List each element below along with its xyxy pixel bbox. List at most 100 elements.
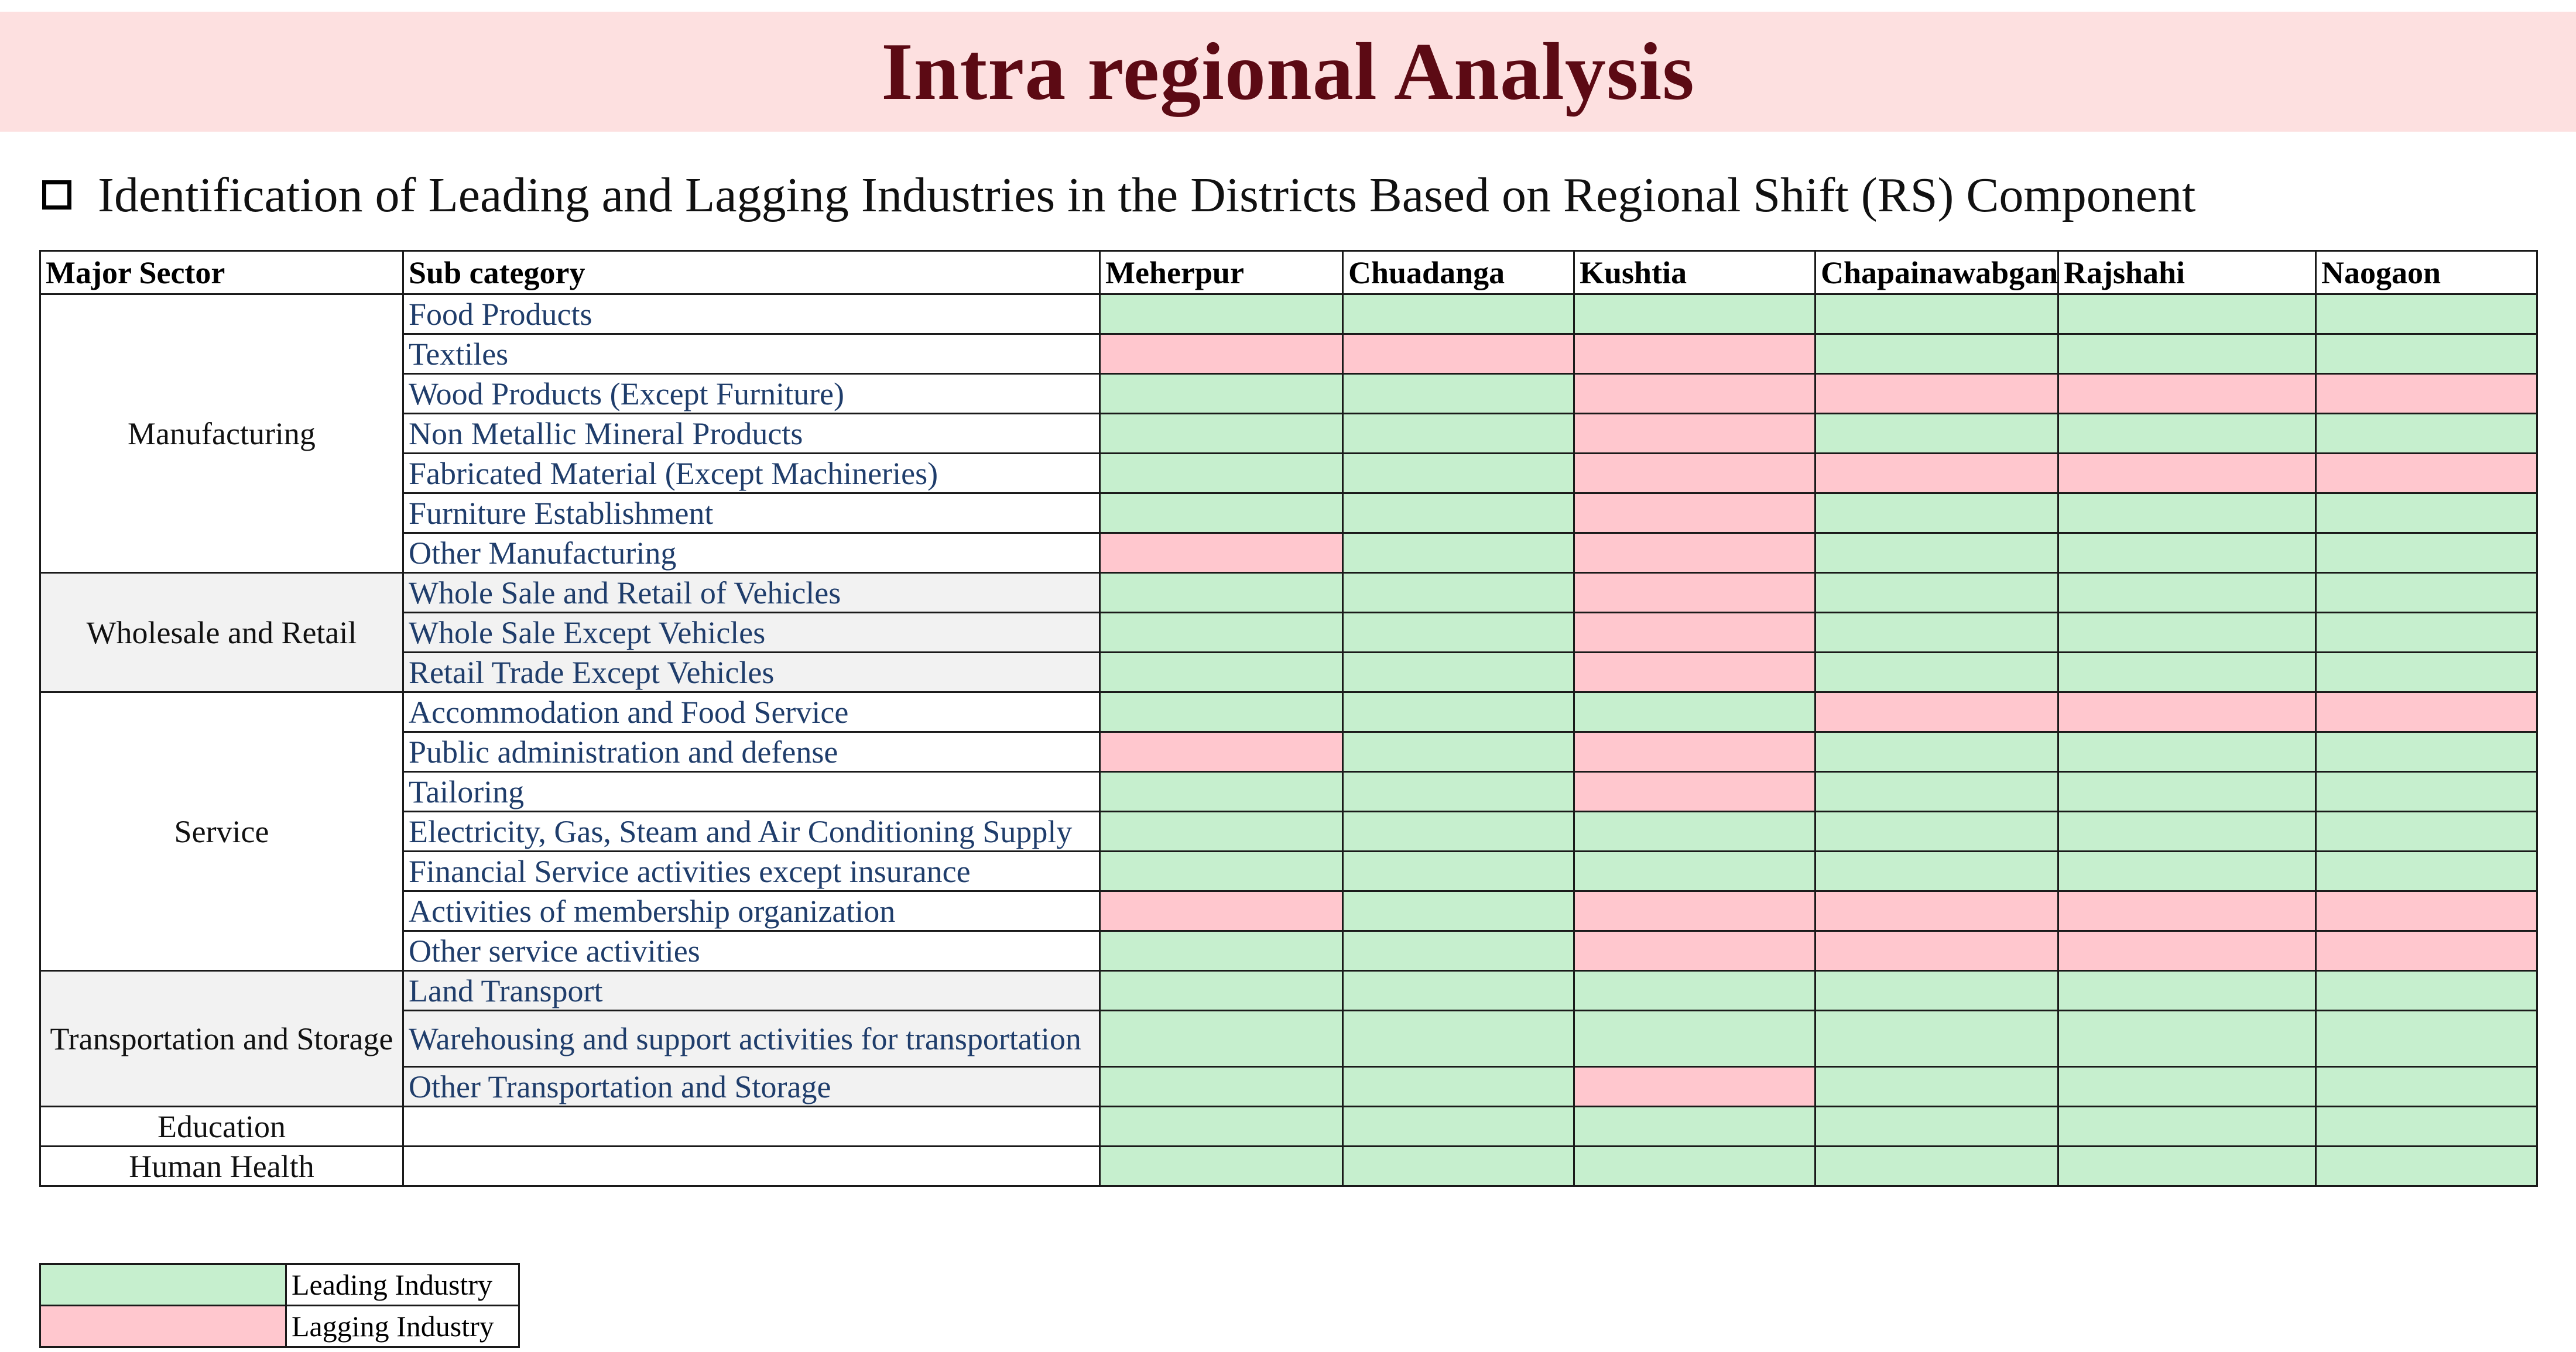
leading-status-cell xyxy=(2315,970,2538,1011)
header-row: Major Sector Sub category Meherpur Chuad… xyxy=(39,250,2538,295)
leading-status-cell xyxy=(1342,930,1575,972)
leading-status-cell xyxy=(1099,651,1344,693)
leading-status-cell xyxy=(2057,1066,2317,1107)
leading-status-cell xyxy=(1099,1106,1344,1147)
lagging-status-cell xyxy=(1573,1066,1816,1107)
leading-status-cell xyxy=(2315,1145,2538,1187)
leading-status-cell xyxy=(1099,612,1344,653)
leading-status-cell xyxy=(1342,731,1575,773)
leading-status-cell xyxy=(1342,373,1575,414)
leading-status-cell xyxy=(2057,572,2317,613)
legend: Leading Industry Lagging Industry xyxy=(39,1263,520,1348)
leading-status-cell xyxy=(1099,373,1344,414)
leading-status-cell xyxy=(1099,452,1344,494)
leading-status-cell xyxy=(2315,771,2538,812)
sub-category-cell xyxy=(402,1106,1101,1147)
leading-status-cell xyxy=(2315,492,2538,534)
sub-category-cell: Retail Trade Except Vehicles xyxy=(402,651,1101,693)
lagging-status-cell xyxy=(1573,731,1816,773)
leading-status-cell xyxy=(1814,731,2059,773)
leading-status-cell xyxy=(2315,811,2538,852)
leading-status-cell xyxy=(1099,1145,1344,1187)
sub-category-cell: Public administration and defense xyxy=(402,731,1101,773)
rs-component-table: Major Sector Sub category Meherpur Chuad… xyxy=(39,250,2538,1187)
table-row: Other Transportation and Storage xyxy=(40,1066,2538,1107)
leading-status-cell xyxy=(1342,1106,1575,1147)
leading-status-cell xyxy=(1814,771,2059,812)
lagging-status-cell xyxy=(1099,532,1344,574)
leading-status-cell xyxy=(2057,1106,2317,1147)
leading-status-cell xyxy=(1573,1010,1816,1068)
sub-category-cell: Land Transport xyxy=(402,970,1101,1011)
leading-status-cell xyxy=(1342,1066,1575,1107)
lagging-status-cell xyxy=(1573,771,1816,812)
leading-status-cell xyxy=(2057,771,2317,812)
table-row: Manufacturing Food Products xyxy=(39,293,2538,574)
leading-status-cell xyxy=(1342,452,1575,494)
leading-status-cell xyxy=(2315,293,2538,335)
leading-status-cell xyxy=(2057,970,2317,1011)
leading-status-cell xyxy=(1342,1010,1575,1068)
sub-category-cell: Tailoring xyxy=(402,771,1101,812)
table-row: Financial Service activities except insu… xyxy=(40,850,2538,892)
leading-status-cell xyxy=(2057,532,2317,574)
lagging-status-cell xyxy=(1573,452,1816,494)
lagging-status-cell xyxy=(1573,651,1816,693)
table-row: Furniture Establishment xyxy=(40,492,2538,534)
sub-category-cell: Food Products xyxy=(402,293,1101,335)
major-sector-cell: Education xyxy=(39,1106,404,1147)
lagging-status-cell xyxy=(2315,452,2538,494)
leading-status-cell xyxy=(1814,1145,2059,1187)
leading-status-cell xyxy=(2057,333,2317,375)
table-row: Electricity, Gas, Steam and Air Conditio… xyxy=(40,811,2538,852)
legend-item: Lagging Industry xyxy=(39,1305,520,1348)
lagging-status-cell xyxy=(1814,373,2059,414)
leading-status-cell xyxy=(2057,293,2317,335)
leading-status-cell xyxy=(1342,1145,1575,1187)
sub-category-cell: Accommodation and Food Service xyxy=(402,691,1101,733)
leading-status-cell xyxy=(2057,413,2317,454)
lagging-status-cell xyxy=(1573,532,1816,574)
legend-label-lagging: Lagging Industry xyxy=(285,1305,520,1348)
sub-category-cell: Non Metallic Mineral Products xyxy=(402,413,1101,454)
leading-status-cell xyxy=(1814,651,2059,693)
leading-status-cell xyxy=(1342,612,1575,653)
lagging-status-cell xyxy=(1573,572,1816,613)
leading-status-cell xyxy=(2057,492,2317,534)
leading-status-cell xyxy=(1814,532,2059,574)
table-row: Transportation and Storage Land Transport xyxy=(39,970,2538,1107)
leading-status-cell xyxy=(2315,1106,2538,1147)
header-major-sector: Major Sector xyxy=(39,250,404,295)
leading-status-cell xyxy=(2315,651,2538,693)
lagging-status-cell xyxy=(2057,691,2317,733)
leading-status-cell xyxy=(1342,492,1575,534)
table-row: Service Accommodation and Food Service xyxy=(39,691,2538,972)
table-row: Warehousing and support activities for t… xyxy=(40,1010,2538,1068)
lagging-status-cell xyxy=(2315,691,2538,733)
table-row: Retail Trade Except Vehicles xyxy=(40,651,2538,693)
table-row: Non Metallic Mineral Products xyxy=(40,413,2538,454)
lagging-status-cell xyxy=(1573,930,1816,972)
leading-status-cell xyxy=(1573,691,1816,733)
leading-status-cell xyxy=(2315,532,2538,574)
leading-status-cell xyxy=(2315,333,2538,375)
sub-category-cell: Wood Products (Except Furniture) xyxy=(402,373,1101,414)
leading-status-cell xyxy=(1814,970,2059,1011)
leading-status-cell xyxy=(1099,413,1344,454)
table-row: Wood Products (Except Furniture) xyxy=(40,373,2538,414)
sub-category-cell: Activities of membership organization xyxy=(402,890,1101,932)
leading-status-cell xyxy=(1099,930,1344,972)
legend-item: Leading Industry xyxy=(39,1263,520,1306)
lagging-status-cell xyxy=(1342,333,1575,375)
lagging-status-cell xyxy=(1573,492,1816,534)
lagging-status-cell xyxy=(2315,890,2538,932)
leading-status-cell xyxy=(1814,492,2059,534)
lagging-status-cell xyxy=(2315,930,2538,972)
table-row: Human Health xyxy=(39,1145,2538,1187)
subtitle-line: Identification of Leading and Lagging In… xyxy=(42,163,2195,227)
leading-status-cell xyxy=(2057,850,2317,892)
title-banner: Intra regional Analysis xyxy=(0,12,2576,132)
header-chuadanga: Chuadanga xyxy=(1342,250,1575,295)
leading-status-cell xyxy=(1573,970,1816,1011)
lagging-status-cell xyxy=(2315,373,2538,414)
